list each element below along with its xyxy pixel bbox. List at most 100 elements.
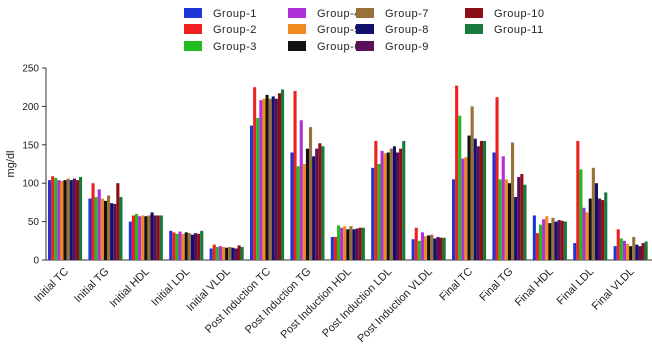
bar <box>520 173 524 260</box>
y-tick-label: 200 <box>22 102 39 113</box>
x-tick-label: Final TC <box>437 266 475 304</box>
y-tick-label: 150 <box>22 140 39 151</box>
bar <box>66 178 70 260</box>
bar <box>616 229 620 260</box>
bar <box>302 164 306 260</box>
legend-item: Group-6 <box>288 41 361 53</box>
bar <box>573 243 577 260</box>
bar <box>436 236 440 260</box>
bar <box>411 239 415 260</box>
bar <box>604 192 608 260</box>
bar <box>479 140 483 260</box>
bar <box>386 152 390 260</box>
bar <box>598 198 602 260</box>
legend-label: Group-5 <box>317 24 361 36</box>
bar <box>629 246 633 260</box>
bar <box>144 216 148 260</box>
bar <box>97 189 101 260</box>
bar <box>150 212 154 260</box>
bar <box>452 179 456 260</box>
bar <box>548 223 552 260</box>
bar <box>352 229 356 260</box>
legend: Group-1 Group-2 Group-3 Group-4 Group-5 Group… <box>184 8 544 53</box>
series-group-9 <box>72 98 642 260</box>
legend-swatch <box>288 8 306 18</box>
bar <box>194 233 198 260</box>
x-tick-label: Final VLDL <box>590 266 637 313</box>
y-tick-label: 100 <box>22 179 39 190</box>
bar <box>293 91 297 260</box>
bar <box>250 125 254 260</box>
bar <box>551 217 555 260</box>
bar <box>355 228 359 260</box>
bar <box>427 235 431 260</box>
legend-label: Group-6 <box>317 41 361 53</box>
bar <box>542 219 546 260</box>
bar <box>51 176 55 260</box>
legend-swatch <box>465 8 483 18</box>
y-tick-label: 50 <box>28 217 40 228</box>
legend-label: Group-10 <box>494 8 544 20</box>
bar <box>532 215 536 260</box>
bar <box>545 216 549 260</box>
bar <box>107 195 111 260</box>
bar <box>184 232 188 260</box>
bar <box>153 215 157 260</box>
bar <box>638 246 642 260</box>
bar <box>231 247 235 260</box>
bar <box>128 221 132 260</box>
bar <box>110 203 114 260</box>
legend-item: Group-9 <box>356 41 428 53</box>
bar <box>94 197 98 260</box>
bar <box>535 233 539 260</box>
series-group-10 <box>75 93 645 261</box>
bar <box>181 233 185 260</box>
bar <box>72 178 76 260</box>
bar <box>458 115 462 260</box>
bar <box>473 138 477 260</box>
legend-item: Group-11 <box>465 24 544 36</box>
legend-swatch <box>356 8 374 18</box>
legend-item: Group-10 <box>465 8 544 20</box>
series-group-4 <box>57 100 626 260</box>
legend-item: Group-2 <box>184 24 256 36</box>
bar <box>361 227 365 260</box>
legend-label: Group-4 <box>317 8 361 20</box>
bar <box>147 215 151 260</box>
bar <box>626 243 630 260</box>
bar <box>433 238 437 260</box>
legend-item: Group-7 <box>356 8 428 20</box>
bar <box>312 156 316 260</box>
legend-swatch <box>288 24 306 34</box>
bar <box>517 177 521 260</box>
legend-label: Group-11 <box>494 24 544 36</box>
bar <box>296 166 300 260</box>
bar <box>309 127 313 260</box>
bar <box>234 248 238 260</box>
bar <box>240 246 244 260</box>
bar <box>439 237 443 260</box>
bar <box>337 225 341 260</box>
bar <box>88 198 92 260</box>
bars <box>48 85 648 261</box>
bar <box>200 230 204 260</box>
legend-swatch <box>184 41 202 51</box>
bar <box>343 226 347 260</box>
bar <box>228 246 232 260</box>
bar <box>305 148 309 260</box>
bar <box>557 220 561 260</box>
bar <box>262 98 266 260</box>
bar <box>138 216 142 260</box>
bar <box>299 120 303 260</box>
legend-swatch <box>184 8 202 18</box>
bar <box>402 140 406 260</box>
bar <box>222 246 226 260</box>
bar <box>492 152 496 260</box>
bar <box>131 215 135 260</box>
bar <box>256 117 260 260</box>
bar <box>371 167 375 260</box>
bar <box>358 227 362 260</box>
bar <box>511 142 515 260</box>
x-tick-label: Final HDL <box>513 266 556 309</box>
